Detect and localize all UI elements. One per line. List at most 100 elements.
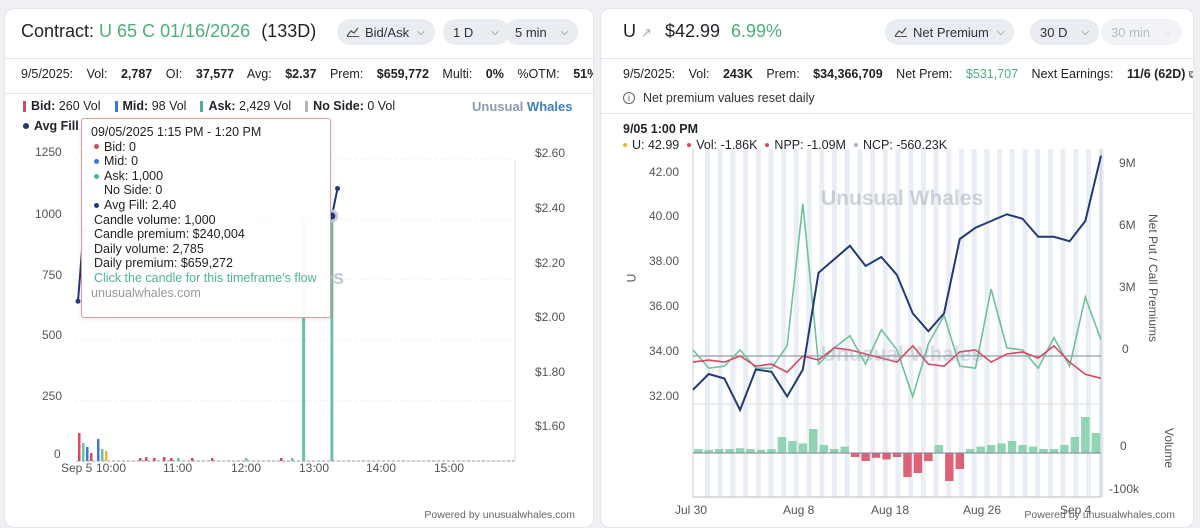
ticker-title: U ↗ $42.99 6.99% bbox=[623, 21, 782, 42]
contract-title: Contract: U 65 C 01/16/2026 (133D) bbox=[21, 21, 316, 42]
minor-volume-bar bbox=[211, 458, 214, 461]
ask-bar bbox=[330, 218, 334, 461]
x-tick: Aug 8 bbox=[783, 503, 815, 517]
x-tick: Jul 30 bbox=[675, 503, 708, 517]
y-tick: 0 bbox=[54, 447, 61, 461]
tooltip-flow-link[interactable]: Click the candle for this timeframe's fl… bbox=[94, 270, 317, 285]
range-1d-toggle[interactable]: 1 D ⌵ bbox=[443, 19, 509, 45]
minor-volume-bar bbox=[101, 449, 104, 461]
session-stripe bbox=[959, 149, 964, 497]
session-stripe bbox=[908, 149, 914, 497]
volume-bar bbox=[924, 453, 933, 461]
contract-name-link[interactable]: U 65 C 01/16/2026 bbox=[99, 21, 251, 41]
volume-bar bbox=[882, 453, 891, 460]
tooltip-candle-volume: Candle volume: 1,000 bbox=[94, 212, 216, 227]
brand-b: Whales bbox=[526, 99, 573, 114]
volume-bar bbox=[1070, 437, 1080, 453]
y-tick: 1000 bbox=[35, 207, 62, 221]
stat-prem: $34,366,709 bbox=[813, 67, 883, 81]
price-line bbox=[692, 155, 1102, 413]
volume-bar bbox=[819, 445, 828, 453]
legend-ask[interactable]: Ask: 2,429 Vol bbox=[200, 99, 291, 113]
volume-bar bbox=[945, 453, 954, 481]
minor-volume-bar bbox=[170, 458, 173, 461]
interval-label: 5 min bbox=[515, 24, 547, 40]
x-tick: Aug 26 bbox=[963, 503, 1002, 517]
chevron-down-icon: ⌵ bbox=[417, 26, 425, 38]
x-tick: 15:00 bbox=[434, 461, 465, 475]
tooltip-avgfill: Avg Fill: 2.40 bbox=[104, 197, 177, 212]
tooltip-mid: Mid: 0 bbox=[104, 154, 139, 169]
stat-vol: 243K bbox=[722, 67, 753, 81]
session-stripe bbox=[895, 149, 901, 497]
ticker-symbol[interactable]: U bbox=[623, 21, 636, 41]
stat-prem-label: Prem: bbox=[766, 67, 800, 81]
hover-tooltip: 09/05/2025 1:15 PM - 1:20 PM Bid: 0 Mid:… bbox=[81, 118, 331, 318]
legend-avg-fill[interactable]: Avg Fill bbox=[23, 119, 79, 133]
minor-volume-bar bbox=[86, 447, 89, 461]
volume-bar bbox=[704, 449, 713, 453]
volume-bar bbox=[892, 453, 902, 457]
volume-bar bbox=[1039, 449, 1048, 453]
external-arrow-icon[interactable]: ↗ bbox=[641, 25, 652, 40]
powered-by[interactable]: Powered by unusualwhales.com bbox=[424, 509, 575, 521]
session-stripe bbox=[920, 149, 926, 497]
volume-bar bbox=[955, 453, 964, 469]
volume-bar bbox=[798, 443, 808, 453]
session-stripe bbox=[806, 149, 812, 497]
x-tick: 12:00 bbox=[231, 461, 262, 475]
stat-vol-label: Vol: bbox=[86, 67, 108, 81]
x-tick: 10:00 bbox=[96, 461, 127, 475]
x-tick: Sep 4 bbox=[1060, 503, 1092, 517]
powered-by[interactable]: Powered by unusualwhales.com bbox=[1024, 509, 1175, 521]
bid-ask-toggle[interactable]: Bid/Ask ⌵ bbox=[337, 19, 435, 45]
volume-bar bbox=[934, 445, 944, 453]
tooltip-candle-premium: Candle premium: $240,004 bbox=[94, 227, 245, 242]
stat-multi-label: Multi: bbox=[442, 67, 473, 81]
x-tick: Sep 5 bbox=[61, 461, 93, 475]
divider bbox=[601, 113, 1193, 114]
net-premium-label: Net Premium bbox=[913, 24, 989, 40]
contract-header: Contract: U 65 C 01/16/2026 (133D) Bid/A… bbox=[5, 9, 593, 59]
minor-volume-bar bbox=[177, 458, 180, 461]
legend-mid[interactable]: Mid: 98 Vol bbox=[114, 99, 186, 113]
y2-tick: $2.20 bbox=[535, 256, 566, 270]
session-stripe bbox=[1022, 149, 1028, 497]
minor-volume-bar bbox=[105, 451, 108, 461]
interval-30min-toggle[interactable]: 30 min ⌵ bbox=[1101, 19, 1182, 45]
stat-earn-label: Next Earnings: bbox=[1031, 67, 1114, 81]
session-stripe bbox=[882, 149, 888, 497]
session-stripe bbox=[857, 149, 863, 497]
tooltip-noside: No Side: 0 bbox=[104, 183, 163, 198]
contract-stats: 9/5/2025: Vol: 2,787 OI: 37,577 Avg: $2.… bbox=[21, 67, 593, 81]
legend-label: No Side: bbox=[313, 99, 364, 113]
volume-bar bbox=[1018, 445, 1027, 453]
y2-tick: 6M bbox=[1119, 218, 1136, 232]
minor-volume-bar bbox=[145, 457, 148, 461]
external-link-icon[interactable]: ⧉ bbox=[1189, 69, 1193, 81]
interval-5min-toggle[interactable]: 5 min ⌵ bbox=[505, 19, 579, 45]
legend-ncp: NCP: -560.23K bbox=[862, 138, 948, 152]
legend-u: U: 42.99 bbox=[632, 138, 680, 152]
legend-value: 260 Vol bbox=[58, 99, 101, 113]
stat-otm: 51% bbox=[573, 67, 593, 81]
minor-volume-bar bbox=[90, 453, 93, 461]
chevron-down-icon: ⌵ bbox=[1081, 26, 1090, 38]
stat-avg-label: Avg: bbox=[246, 67, 272, 81]
session-stripe bbox=[768, 149, 774, 497]
net-premium-chart[interactable] bbox=[601, 9, 1194, 528]
contract-dte: (133D) bbox=[261, 21, 317, 41]
x-tick: 11:00 bbox=[163, 461, 193, 475]
session-stripe bbox=[705, 149, 710, 497]
legend-bid[interactable]: Bid: 260 Vol bbox=[23, 99, 101, 113]
vol-tick: 0 bbox=[1120, 439, 1127, 453]
net-premium-toggle[interactable]: Net Premium ⌵ bbox=[885, 19, 1015, 45]
volume-bar bbox=[1081, 417, 1090, 453]
legend-noside[interactable]: No Side: 0 Vol bbox=[305, 99, 395, 113]
tooltip-bid: Bid: 0 bbox=[104, 139, 136, 154]
volume-bar bbox=[809, 429, 818, 453]
range-30d-toggle[interactable]: 30 D ⌵ bbox=[1030, 19, 1100, 45]
chevron-down-icon: ⌵ bbox=[560, 26, 569, 38]
legend-time: 9/05 1:00 PM bbox=[623, 122, 699, 136]
y-tick: 36.00 bbox=[649, 299, 680, 313]
